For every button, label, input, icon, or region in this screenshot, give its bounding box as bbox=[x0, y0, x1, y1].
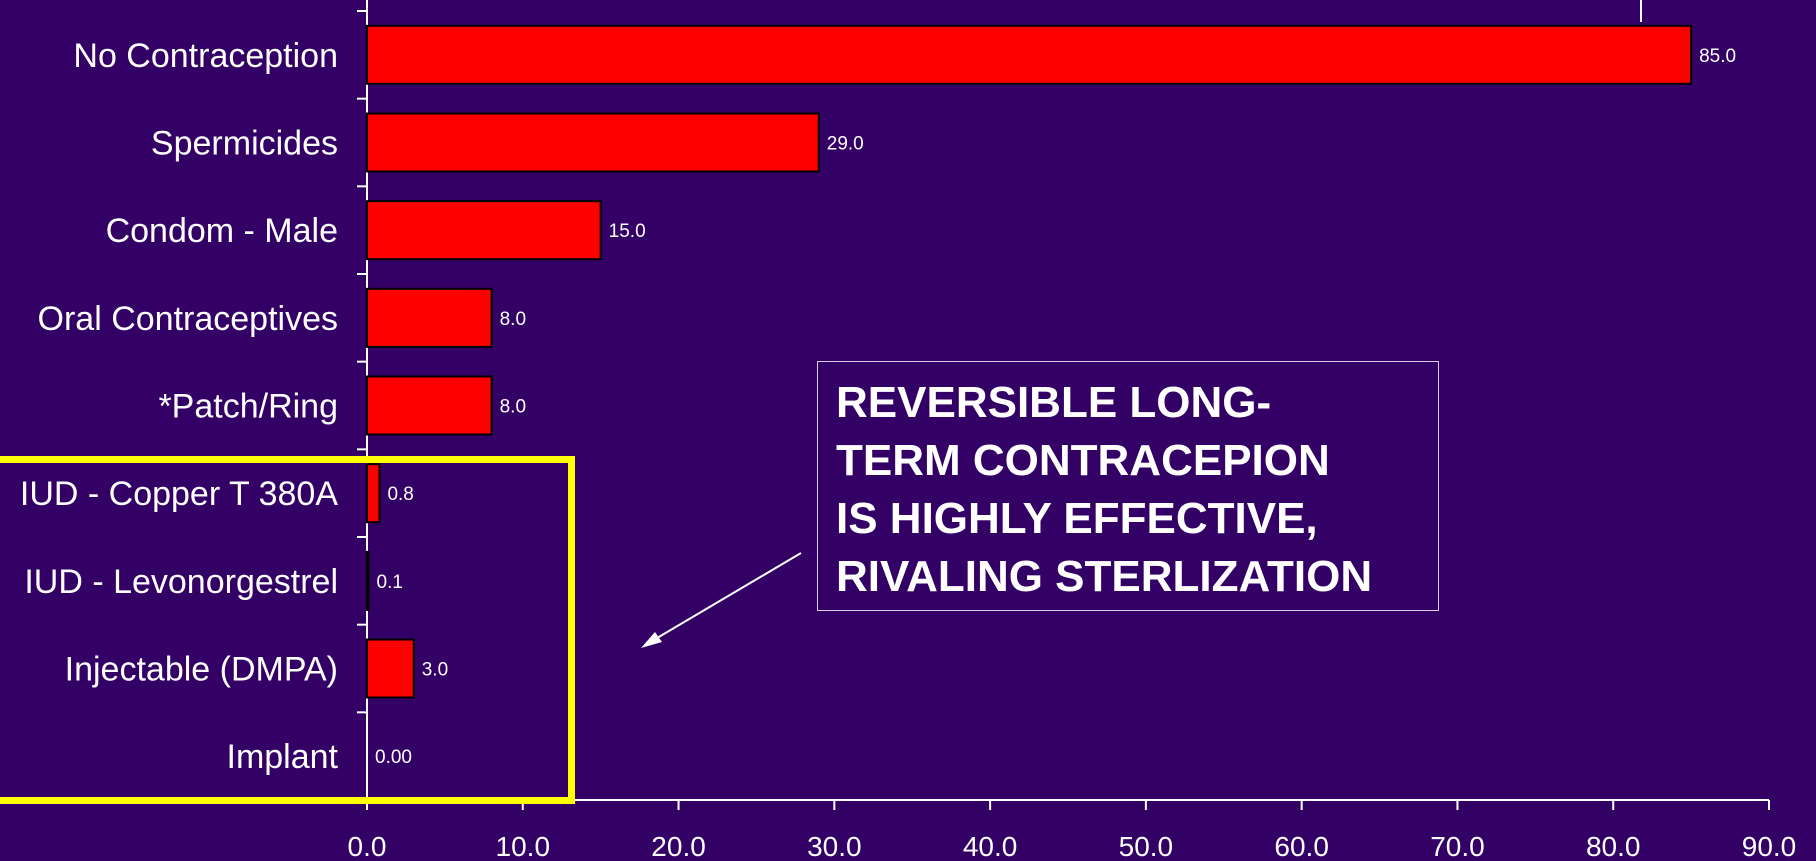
callout-box: REVERSIBLE LONG- TERM CONTRACEPION IS HI… bbox=[817, 361, 1439, 611]
x-tick-label: 20.0 bbox=[651, 831, 706, 861]
category-label: IUD - Copper T 380A bbox=[20, 475, 338, 513]
callout-line-3: IS HIGHLY EFFECTIVE, bbox=[836, 494, 1318, 543]
callout-line-4: RIVALING STERLIZATION bbox=[836, 552, 1373, 601]
x-tick-label: 50.0 bbox=[1119, 831, 1174, 861]
x-tick-label: 90.0 bbox=[1742, 831, 1797, 861]
data-label: 85.0 bbox=[1699, 46, 1736, 67]
category-label: Implant bbox=[227, 738, 339, 776]
bar bbox=[366, 287, 493, 348]
category-label: No Contraception bbox=[73, 37, 338, 75]
bar bbox=[366, 112, 820, 173]
data-label: 8.0 bbox=[500, 397, 526, 418]
category-label: Condom - Male bbox=[106, 212, 338, 250]
larc-highlight-box bbox=[0, 456, 575, 804]
category-label: IUD - Levonorgestrel bbox=[24, 563, 338, 601]
chart-labels: 0.0 10.0 20.0 30.0 40.0 50.0 60.0 70.0 80.0 90.0 N… bbox=[20, 37, 1796, 861]
bar bbox=[366, 375, 493, 436]
data-label: 0.8 bbox=[387, 484, 413, 505]
x-tick-label: 30.0 bbox=[807, 831, 862, 861]
chart-bars bbox=[366, 24, 1693, 699]
data-label: 0.00 bbox=[375, 747, 412, 768]
x-tick-label: 10.0 bbox=[496, 831, 551, 861]
x-tick-label: 80.0 bbox=[1586, 831, 1641, 861]
callout-line-1: REVERSIBLE LONG- bbox=[836, 378, 1272, 427]
bar bbox=[366, 200, 602, 261]
x-tick-label: 60.0 bbox=[1274, 831, 1329, 861]
bar bbox=[366, 550, 370, 611]
callout-arrow-head bbox=[641, 632, 662, 648]
data-label: 15.0 bbox=[609, 221, 646, 242]
data-label: 0.1 bbox=[377, 572, 403, 593]
data-label: 3.0 bbox=[422, 660, 448, 681]
bar bbox=[366, 24, 1693, 85]
category-label: Injectable (DMPA) bbox=[65, 651, 338, 689]
category-label: Spermicides bbox=[151, 125, 338, 163]
data-label: 8.0 bbox=[500, 309, 526, 330]
callout-line-2: TERM CONTRACEPION bbox=[836, 436, 1330, 485]
data-label: 29.0 bbox=[827, 134, 864, 155]
bar bbox=[366, 638, 415, 699]
callout-arrow-line bbox=[651, 552, 802, 642]
x-tick-label: 70.0 bbox=[1430, 831, 1485, 861]
bar bbox=[366, 463, 381, 524]
category-label: *Patch/Ring bbox=[158, 388, 338, 426]
x-tick-label: 0.0 bbox=[348, 831, 387, 861]
category-label: Oral Contraceptives bbox=[38, 300, 338, 338]
x-tick-label: 40.0 bbox=[963, 831, 1018, 861]
